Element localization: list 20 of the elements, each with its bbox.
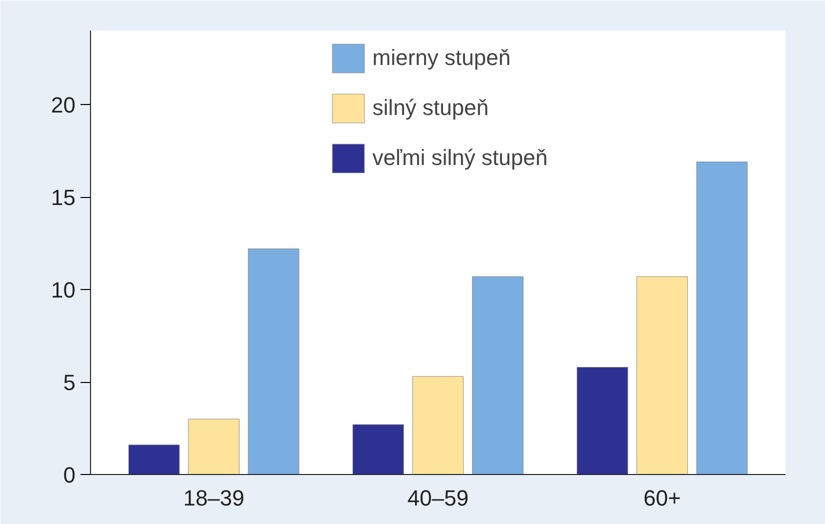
bar xyxy=(352,424,404,474)
y-tick-label: 20 xyxy=(51,92,76,118)
y-tick-label: 10 xyxy=(51,278,76,302)
y-tick-label: 15 xyxy=(51,185,76,210)
bar xyxy=(636,276,688,474)
y-tick-label: 0 xyxy=(63,462,76,488)
bar xyxy=(248,248,300,474)
legend-label: mierny stupeň xyxy=(372,45,511,71)
x-tick-label: 40–59 xyxy=(407,486,469,510)
legend-label: silný stupeň xyxy=(372,95,489,121)
bar xyxy=(128,444,180,474)
bar xyxy=(472,276,524,474)
x-tick-label: 18–39 xyxy=(183,486,244,510)
bar xyxy=(412,376,464,474)
y-tick-label: 5 xyxy=(63,370,76,395)
bar xyxy=(696,162,748,474)
bar xyxy=(188,418,240,474)
bar xyxy=(576,366,628,474)
x-tick-label: 60+ xyxy=(644,486,681,510)
legend-label: veľmi silný stupeň xyxy=(372,145,548,171)
